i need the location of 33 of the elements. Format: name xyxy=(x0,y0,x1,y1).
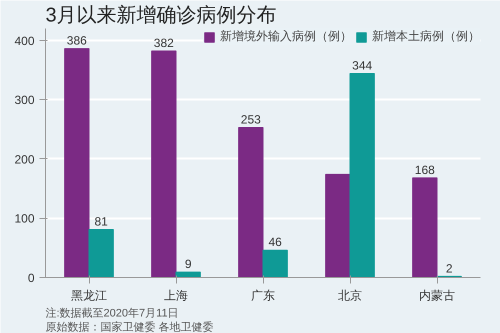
text: 注:数据截至2020年7月11日 xyxy=(46,306,179,320)
text: 原始数据：国家卫健委 各地卫健委 xyxy=(46,320,214,333)
x-tick-label: 上海 xyxy=(164,288,188,302)
bar xyxy=(325,174,350,278)
data-label: 344 xyxy=(352,58,373,73)
legend-label: 新增境外输入病例（例） xyxy=(220,28,352,45)
x-tick-label: 广东 xyxy=(251,288,275,302)
x-tick-label: 内蒙古 xyxy=(419,288,455,302)
x-tick-label: 黑龙江 xyxy=(71,288,107,302)
bar xyxy=(262,250,288,278)
bar xyxy=(350,73,375,278)
data-label: 9 xyxy=(184,257,192,272)
data-label: 46 xyxy=(268,235,282,250)
bar xyxy=(176,272,201,278)
x-tick-label: 北京 xyxy=(338,288,362,302)
bar xyxy=(238,127,264,278)
y-tick-label: 0 xyxy=(28,271,35,285)
y-tick-label: 100 xyxy=(14,212,35,226)
chart-title: 3月以来新增确诊病例分布 xyxy=(46,4,277,26)
data-label: 2 xyxy=(446,261,453,276)
bar xyxy=(412,177,438,278)
bar xyxy=(64,48,90,278)
data-label: 386 xyxy=(66,34,88,48)
y-tick-label: 300 xyxy=(14,93,35,108)
bar xyxy=(88,228,114,278)
y-tick-label: 400 xyxy=(14,34,35,48)
bar xyxy=(151,50,176,278)
data-label: 382 xyxy=(154,36,174,50)
legend-label: 新增本土病例（例） xyxy=(372,28,480,45)
data-label: 81 xyxy=(94,214,108,228)
data-label: 253 xyxy=(240,112,262,127)
y-tick-label: 200 xyxy=(14,152,35,166)
data-label: 168 xyxy=(414,162,436,177)
